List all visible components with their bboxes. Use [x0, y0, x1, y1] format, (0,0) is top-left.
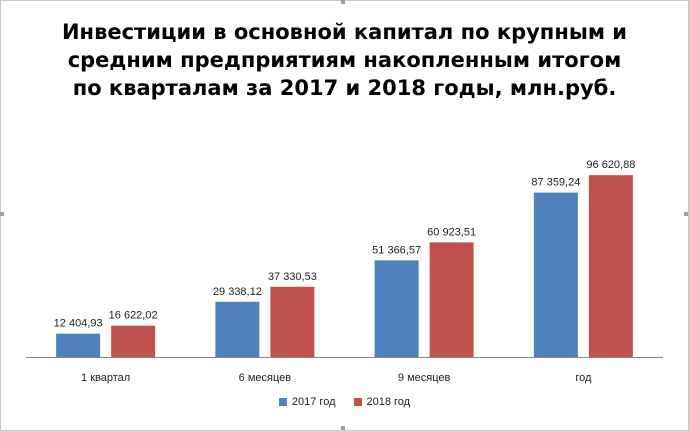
resize-handle-left[interactable]: [0, 212, 4, 216]
chart-title: Инвестиции в основной капитал по крупным…: [0, 18, 689, 102]
bar-2017-2[interactable]: [374, 260, 419, 357]
legend-item-2018: 2018 год: [353, 396, 411, 408]
x-tick-label-0: 1 квартал: [81, 372, 130, 384]
data-label-2018-3: 96 620,88: [586, 159, 635, 171]
legend-item-2017: 2017 год: [278, 396, 336, 408]
chart-title-line-1: Инвестиции в основной капитал по крупным…: [61, 20, 628, 44]
legend-swatch-2018: [353, 398, 362, 406]
data-label-2017-3: 87 359,24: [531, 177, 580, 189]
legend-label-2017: 2017 год: [291, 396, 336, 408]
data-label-2017-2: 51 366,57: [372, 244, 421, 256]
legend: 2017 год 2018 год: [0, 396, 689, 408]
x-tick-label-2: 9 месяцев: [398, 372, 451, 384]
bar-2017-0[interactable]: [56, 333, 101, 357]
resize-handle-right[interactable]: [684, 212, 688, 216]
bar-2018-3[interactable]: [588, 175, 633, 357]
legend-label-2018: 2018 год: [366, 396, 411, 408]
bar-2018-1[interactable]: [270, 286, 315, 357]
legend-swatch-2017: [278, 398, 287, 406]
resize-handle-bottom[interactable]: [341, 426, 345, 430]
chart-title-line-2: средним предприятиям накопленным итогом: [67, 48, 622, 72]
bar-2017-1[interactable]: [215, 301, 260, 357]
data-label-2018-0: 16 622,02: [109, 310, 158, 322]
bar-2018-0[interactable]: [111, 325, 156, 357]
data-label-2018-1: 37 330,53: [268, 271, 317, 283]
resize-handle-top[interactable]: [341, 0, 345, 4]
bar-2018-2[interactable]: [429, 242, 474, 357]
data-label-2017-1: 29 338,12: [213, 286, 262, 298]
x-tick-label-1: 6 месяцев: [239, 372, 292, 384]
chart-title-line-3: по кварталам за 2017 и 2018 годы, млн.ру…: [72, 76, 617, 100]
data-label-2018-2: 60 923,51: [427, 226, 476, 238]
x-tick-label-3: год: [575, 372, 592, 384]
data-label-2017-0: 12 404,93: [54, 318, 103, 330]
bar-2017-3[interactable]: [533, 192, 578, 357]
